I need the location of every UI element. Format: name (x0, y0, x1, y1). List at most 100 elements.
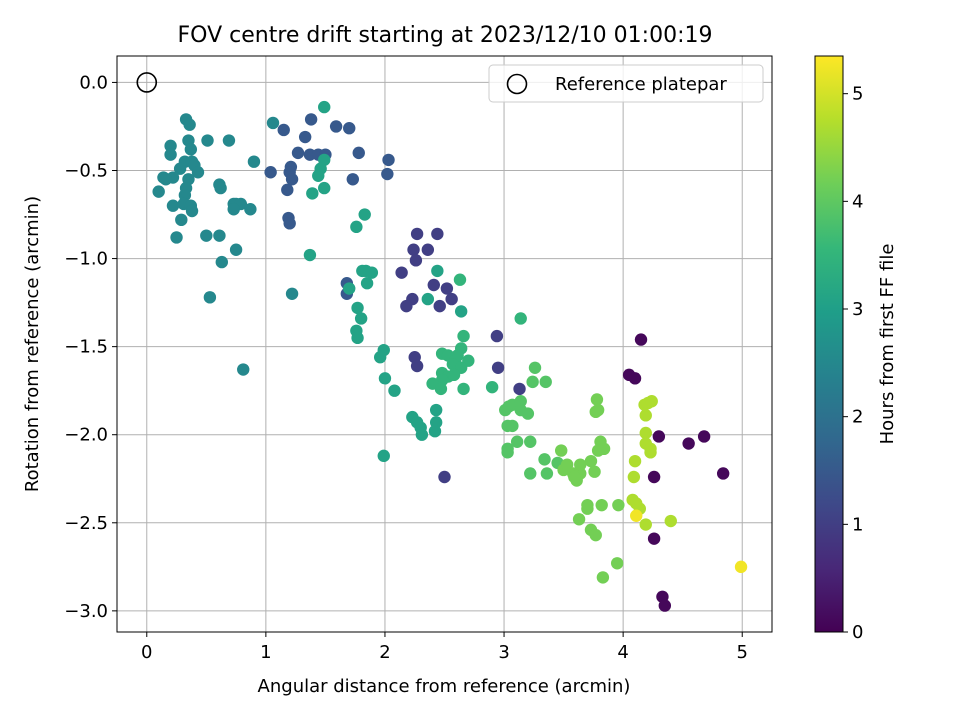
x-tick-label: 1 (260, 642, 271, 663)
data-point (510, 435, 524, 448)
data-point (360, 277, 374, 290)
data-point (574, 458, 587, 471)
data-point (560, 458, 574, 471)
data-point (521, 407, 535, 420)
data-point (588, 465, 601, 478)
data-point (351, 331, 364, 345)
data-point (343, 122, 356, 135)
legend-reference-marker (506, 73, 528, 95)
data-point (378, 372, 392, 385)
data-point (354, 312, 368, 325)
data-point (159, 173, 173, 186)
data-point (431, 227, 444, 241)
x-axis-label: Angular distance from reference (arcmin) (258, 676, 631, 697)
data-point (630, 509, 643, 522)
data-point (285, 287, 299, 300)
data-point (283, 217, 296, 230)
y-axis-label: Rotation from reference (arcmin) (22, 196, 43, 492)
data-point (428, 424, 442, 438)
data-point (407, 243, 420, 256)
data-point (595, 498, 608, 512)
colorbar-tick-label: 1 (852, 514, 863, 535)
data-point (513, 382, 526, 396)
data-point (215, 255, 228, 269)
data-point (528, 361, 542, 374)
data-point (610, 557, 624, 570)
data-point (304, 113, 318, 126)
plot-background (117, 56, 772, 632)
data-point (628, 454, 642, 468)
x-axis-ticks: 0 1 2 3 4 5 (141, 632, 748, 663)
data-point (222, 134, 236, 147)
colorbar-gradient (814, 55, 844, 633)
data-point (634, 333, 648, 346)
data-point (298, 130, 312, 144)
data-point (639, 426, 652, 440)
data-point (409, 254, 423, 267)
data-point (244, 203, 257, 216)
data-point (365, 266, 379, 279)
data-point (639, 518, 652, 531)
data-point (591, 403, 605, 417)
legend-box (488, 64, 764, 103)
data-point (457, 382, 470, 396)
data-point (183, 118, 196, 131)
data-point (351, 301, 364, 315)
data-point (312, 169, 325, 182)
data-point (434, 382, 448, 396)
colorbar-tick-label: 3 (852, 299, 863, 320)
data-point (214, 181, 227, 195)
data-point (266, 116, 280, 130)
data-point (352, 146, 365, 160)
data-point (447, 368, 461, 382)
y-tick-label: 0.0 (79, 72, 108, 93)
data-point (682, 437, 695, 450)
colorbar-tick-label: 0 (852, 622, 863, 643)
data-point (213, 229, 226, 242)
data-point (734, 560, 748, 574)
data-point (526, 375, 539, 389)
data-point (381, 167, 394, 181)
data-point (200, 229, 213, 242)
plot-area: 0 1 2 3 4 5 0.0 −0.5 −1.0 −1.5 −2.0 −2.5 −3.0 (64, 55, 773, 663)
data-point (514, 395, 527, 408)
data-point (343, 282, 356, 295)
data-point (318, 181, 331, 195)
data-point (229, 243, 243, 256)
data-point (185, 204, 199, 218)
data-point (201, 134, 214, 147)
data-point (203, 291, 217, 304)
colorbar-label: Hours from first FF file (877, 244, 898, 445)
data-point (501, 446, 514, 459)
colorbar-tick-label: 5 (852, 84, 863, 105)
legend-label: Reference platepar (555, 74, 727, 95)
data-point (377, 449, 390, 463)
data-point (358, 208, 371, 221)
data-point (664, 514, 677, 528)
data-point (191, 166, 205, 179)
data-point (346, 173, 359, 186)
data-point (584, 454, 598, 468)
data-point (440, 282, 454, 295)
legend: Reference platepar (488, 64, 764, 103)
data-point (395, 266, 408, 279)
data-point (303, 248, 317, 262)
data-point (590, 393, 604, 406)
colorbar-tick-label: 2 (852, 407, 863, 428)
data-point (415, 428, 429, 441)
x-tick-label: 4 (617, 642, 628, 663)
data-point (329, 120, 343, 133)
data-point (514, 312, 527, 325)
y-tick-label: −3.0 (64, 601, 108, 622)
data-point (433, 299, 446, 313)
data-point (596, 571, 610, 584)
data-point (589, 528, 602, 542)
data-point (247, 155, 261, 168)
data-point (597, 442, 611, 456)
data-points (152, 100, 748, 612)
x-tick-label: 3 (498, 642, 509, 663)
data-point (152, 185, 165, 198)
data-point (491, 361, 505, 374)
x-tick-label: 5 (737, 642, 748, 663)
